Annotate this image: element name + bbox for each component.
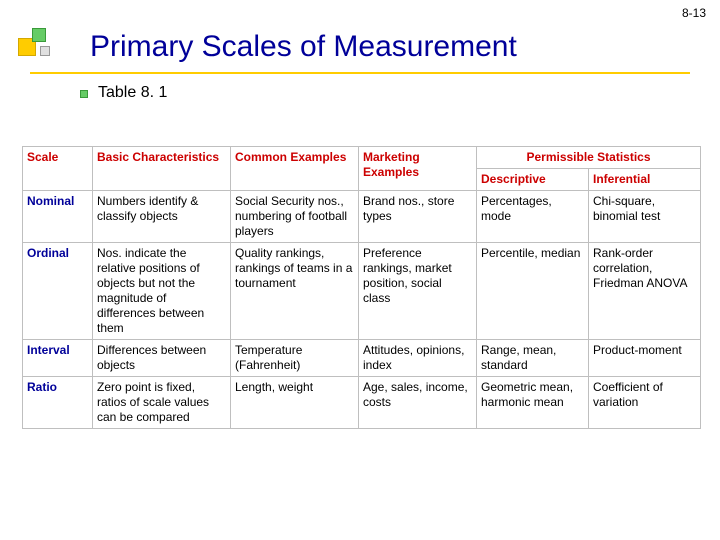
cell-basic: Nos. indicate the relative positions of … [93,243,231,340]
table-header-row-1: Scale Basic Characteristics Common Examp… [23,147,701,169]
cell-common: Length, weight [231,377,359,429]
table-caption: Table 8. 1 [98,84,167,102]
cell-descriptive: Percentages, mode [477,191,589,243]
cell-basic: Differences between objects [93,340,231,377]
table-row: Nominal Numbers identify & classify obje… [23,191,701,243]
cell-basic: Zero point is fixed, ratios of scale val… [93,377,231,429]
col-header-descriptive: Descriptive [477,169,589,191]
cell-marketing: Preference rankings, market position, so… [359,243,477,340]
title-underline [30,72,690,74]
col-header-basic: Basic Characteristics [93,147,231,191]
col-header-marketing: Marketing Examples [359,147,477,191]
table-row: Ratio Zero point is fixed, ratios of sca… [23,377,701,429]
cell-scale: Interval [23,340,93,377]
table-row: Interval Differences between objects Tem… [23,340,701,377]
page-title: Primary Scales of Measurement [90,30,517,64]
cell-descriptive: Range, mean, standard [477,340,589,377]
table-row: Ordinal Nos. indicate the relative posit… [23,243,701,340]
subtitle-bullet-icon [80,90,88,98]
page-number: 8-13 [682,6,706,20]
cell-inferential: Product-moment [589,340,701,377]
cell-common: Temperature (Fahrenheit) [231,340,359,377]
col-header-scale: Scale [23,147,93,191]
col-header-inferential: Inferential [589,169,701,191]
col-header-common: Common Examples [231,147,359,191]
cell-common: Social Security nos., numbering of footb… [231,191,359,243]
cell-common: Quality rankings, rankings of teams in a… [231,243,359,340]
cell-marketing: Age, sales, income, costs [359,377,477,429]
cell-descriptive: Geometric mean, harmonic mean [477,377,589,429]
cell-marketing: Brand nos., store types [359,191,477,243]
cell-inferential: Rank-order correlation, Friedman ANOVA [589,243,701,340]
scales-table: Scale Basic Characteristics Common Examp… [22,146,700,429]
cell-marketing: Attitudes, opinions, index [359,340,477,377]
cell-scale: Nominal [23,191,93,243]
cell-scale: Ordinal [23,243,93,340]
cell-descriptive: Percentile, median [477,243,589,340]
cell-inferential: Coefficient of variation [589,377,701,429]
cell-scale: Ratio [23,377,93,429]
col-header-permissible: Permissible Statistics [477,147,701,169]
cell-basic: Numbers identify & classify objects [93,191,231,243]
cell-inferential: Chi-square, binomial test [589,191,701,243]
title-bullet-icon [18,28,58,68]
